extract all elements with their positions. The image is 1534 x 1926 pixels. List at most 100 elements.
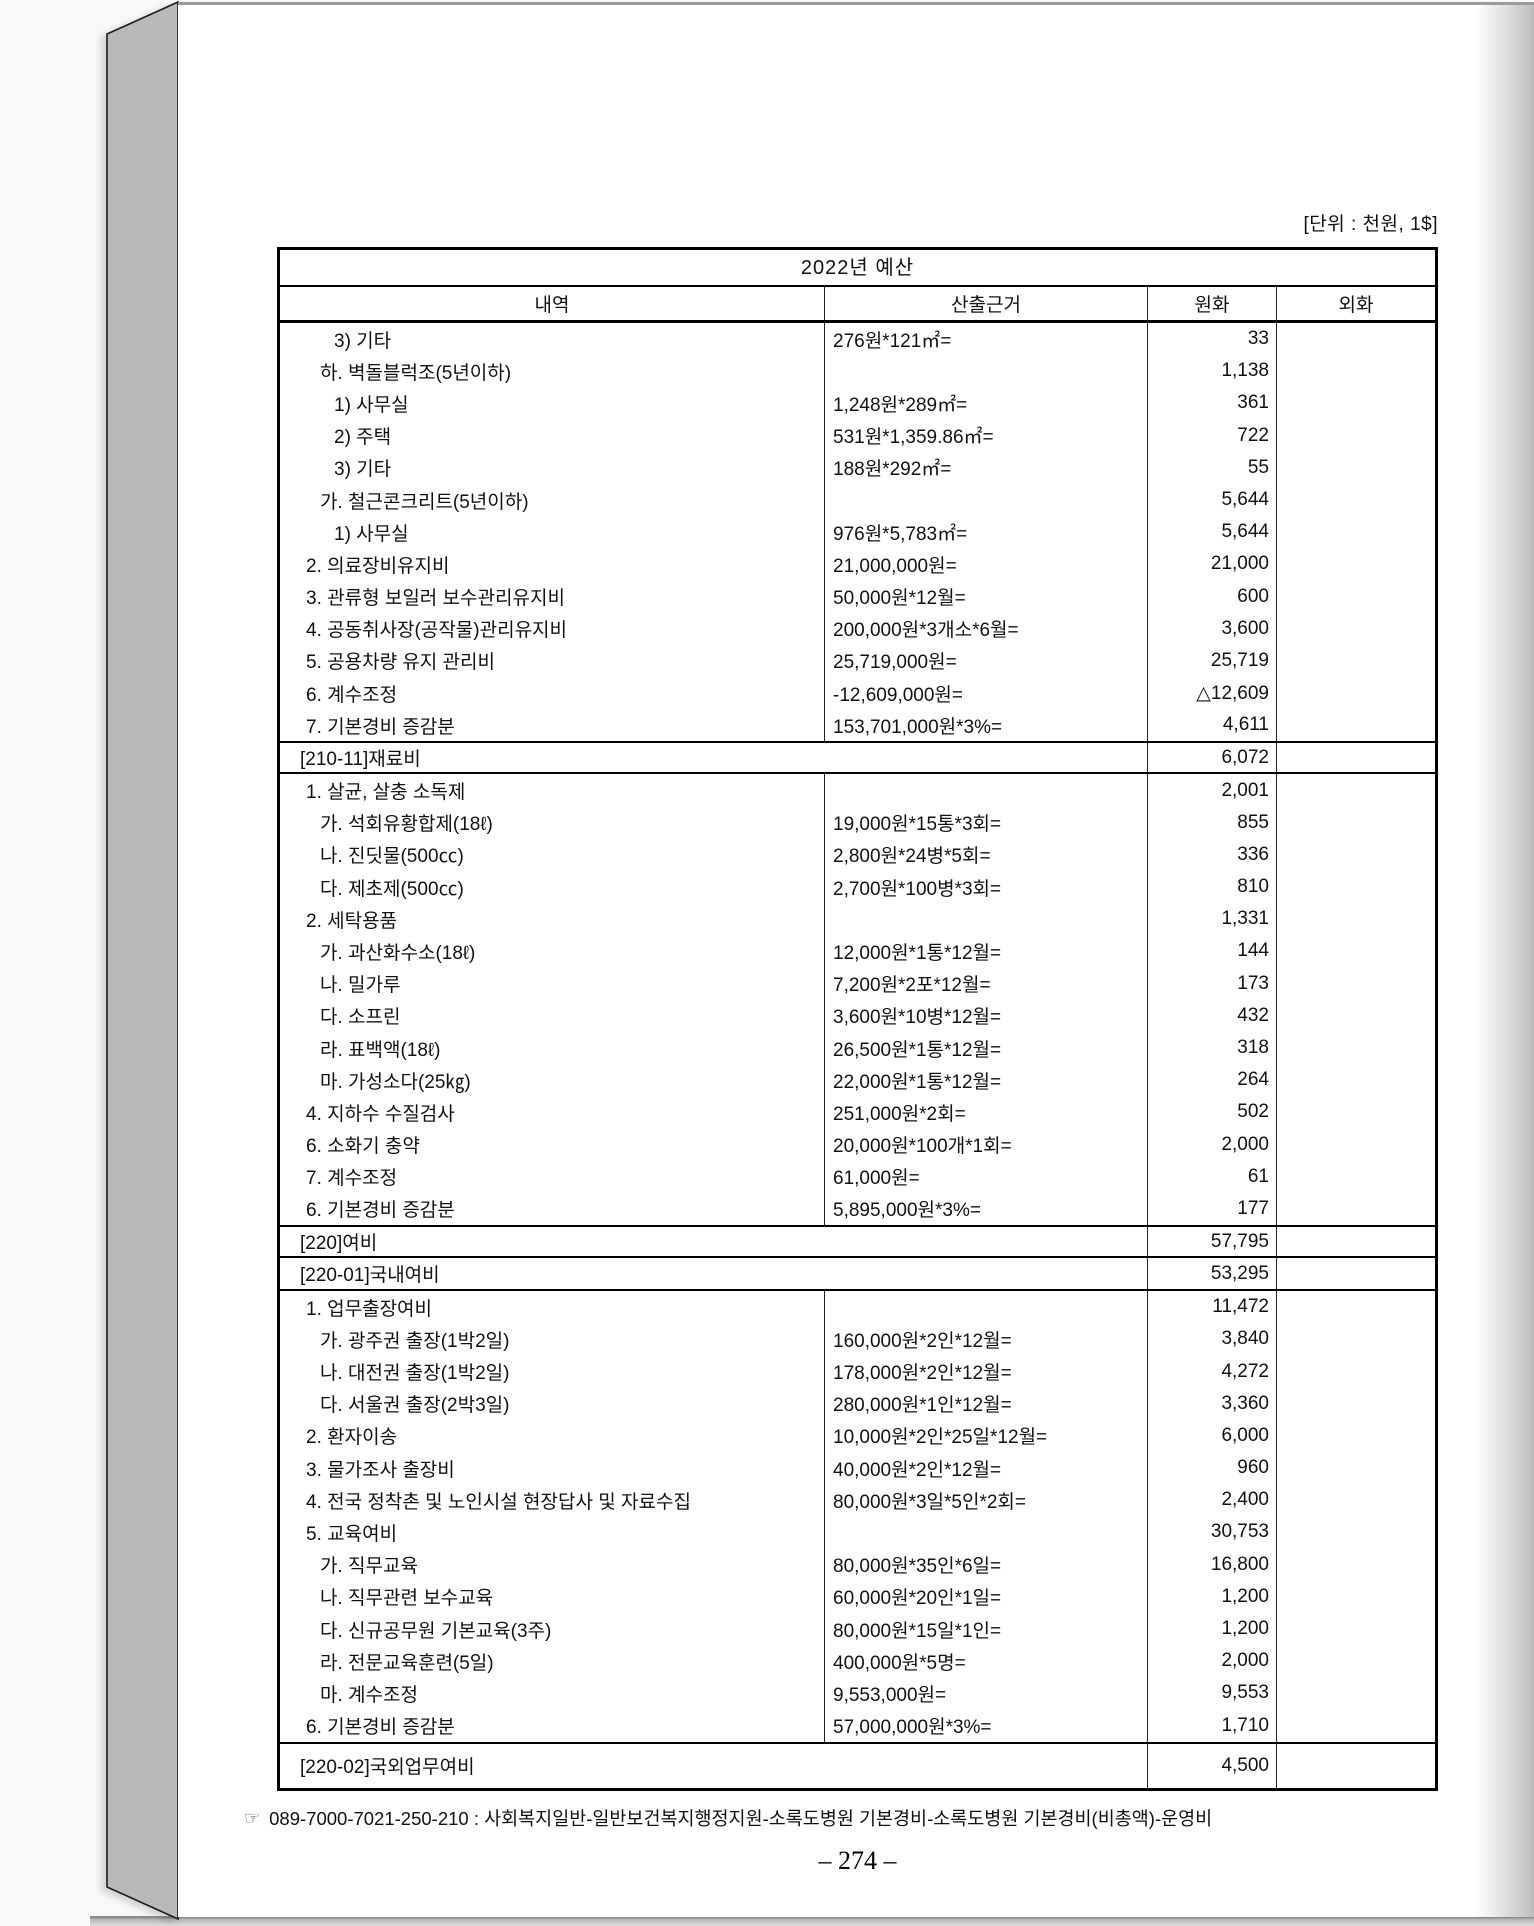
cell-category: 다. 제초제(500㏄) <box>280 871 825 904</box>
table-row: 2. 환자이송 10,000원*2인*25일*12월= 6,000 <box>280 1419 1435 1452</box>
cell-basis: 40,000원*2인*12월= <box>825 1452 1148 1485</box>
cell-fx <box>1277 1744 1435 1788</box>
cell-fx <box>1277 1227 1435 1256</box>
cell-basis: 26,500원*1통*12월= <box>825 1031 1148 1065</box>
table-row: 1) 사무실 976원*5,783㎡= 5,644 <box>280 516 1435 549</box>
cell-krw: 33 <box>1148 323 1277 356</box>
pointing-hand-icon: ☞ <box>244 1807 261 1828</box>
table-row: 라. 표백액(18ℓ) 26,500원*1통*12월= 318 <box>280 1031 1435 1065</box>
cell-fx <box>1277 1710 1435 1742</box>
cell-krw: 361 <box>1148 387 1277 420</box>
cell-fx <box>1277 1388 1435 1420</box>
cell-basis <box>825 1291 1148 1324</box>
page-bottom-shadow <box>90 1916 1534 1926</box>
header-basis: 산출근거 <box>825 287 1148 320</box>
table-row: 나. 밀가루 7,200원*2포*12월= 173 <box>280 967 1435 1000</box>
cell-category: 3. 물가조사 출장비 <box>280 1452 825 1485</box>
cell-basis: 3,600원*10병*12월= <box>825 999 1148 1032</box>
table-row: 2. 세탁용품 1,331 <box>280 903 1435 936</box>
cell-fx <box>1277 484 1435 516</box>
cell-fx <box>1277 1613 1435 1645</box>
cell-basis: 57,000,000원*3%= <box>825 1709 1148 1742</box>
table-row: 6. 소화기 충약 20,000원*100개*1회= 2,000 <box>280 1128 1435 1161</box>
cell-fx <box>1277 935 1435 967</box>
cell-category: 라. 표백액(18ℓ) <box>280 1031 825 1065</box>
cell-category: 5. 공용차량 유지 관리비 <box>280 644 825 678</box>
cell-krw: 3,840 <box>1148 1323 1277 1356</box>
cell-basis <box>825 903 1148 936</box>
cell-fx <box>1277 709 1435 741</box>
cell-category: 가. 과산화수소(18ℓ) <box>280 935 825 968</box>
table-row: [220]여비 57,795 <box>280 1225 1435 1259</box>
cell-category: 마. 가성소다(25㎏) <box>280 1064 825 1097</box>
cell-category: 마. 계수조정 <box>280 1677 825 1710</box>
table-row: 6. 계수조정 -12,609,000원= △12,609 <box>280 677 1435 710</box>
cell-krw: 960 <box>1148 1452 1277 1485</box>
cell-fx <box>1277 516 1435 548</box>
table-row: 5. 공용차량 유지 관리비 25,719,000원= 25,719 <box>280 644 1435 678</box>
cell-basis: 280,000원*1인*12월= <box>825 1387 1148 1420</box>
table-row: 나. 진딧물(500㏄) 2,800원*24병*5회= 336 <box>280 838 1435 871</box>
table-row: 3. 물가조사 출장비 40,000원*2인*12월= 960 <box>280 1452 1435 1485</box>
cell-basis: 976원*5,783㎡= <box>825 516 1148 549</box>
cell-krw: 30,753 <box>1148 1516 1277 1549</box>
cell-category: 6. 기본경비 증감분 <box>280 1192 825 1226</box>
table-row: [220-02]국외업무여비 4,500 <box>280 1741 1435 1788</box>
cell-category: 1) 사무실 <box>280 516 825 549</box>
cell-krw: 21,000 <box>1148 548 1277 581</box>
cell-basis: 80,000원*3일*5인*2회= <box>825 1484 1148 1517</box>
table-row: 3) 기타 276원*121㎡= 33 <box>280 323 1435 356</box>
cell-krw: 25,719 <box>1148 644 1277 678</box>
table-row: 가. 과산화수소(18ℓ) 12,000원*1통*12월= 144 <box>280 935 1435 968</box>
table-row: 마. 계수조정 9,553,000원= 9,553 <box>280 1677 1435 1710</box>
header-fx: 외화 <box>1338 295 1374 316</box>
table-row: 가. 석회유황합제(18ℓ) 19,000원*15통*3회= 855 <box>280 806 1435 839</box>
cell-krw: 5,644 <box>1148 483 1277 517</box>
unit-label: [단위 : 천원, 1$] <box>1303 214 1438 235</box>
table-row: 7. 기본경비 증감분 153,701,000원*3%= 4,611 <box>280 709 1435 742</box>
cell-fx <box>1277 613 1435 645</box>
cell-krw: 2,000 <box>1148 1645 1277 1678</box>
cell-fx <box>1277 743 1435 772</box>
table-row: 3. 관류형 보일러 보수관리유지비 50,000원*12월= 600 <box>280 580 1435 613</box>
cell-krw: 810 <box>1148 871 1277 904</box>
cell-fx <box>1277 774 1435 806</box>
table-row: 2) 주택 531원*1,359.86㎡= 722 <box>280 419 1435 452</box>
cell-krw: 264 <box>1148 1064 1277 1097</box>
cell-fx <box>1277 1258 1435 1289</box>
table-row: 가. 직무교육 80,000원*35인*6일= 16,800 <box>280 1548 1435 1581</box>
cell-basis: 21,000,000원= <box>825 548 1148 581</box>
cell-fx <box>1277 1677 1435 1709</box>
cell-krw: 2,400 <box>1148 1484 1277 1517</box>
cell-category: 6. 계수조정 <box>280 677 825 710</box>
cell-krw: 57,795 <box>1148 1227 1277 1257</box>
table-row: 5. 교육여비 30,753 <box>280 1516 1435 1549</box>
cell-basis: 188원*292㎡= <box>825 451 1148 484</box>
cell-category: 7. 기본경비 증감분 <box>280 709 825 742</box>
header-krw: 원화 <box>1148 287 1277 320</box>
cell-basis: 2,800원*24병*5회= <box>825 838 1148 871</box>
cell-category: 2. 환자이송 <box>280 1419 825 1452</box>
cell-basis: 25,719,000원= <box>825 644 1148 678</box>
table-header-row: 내역 산출근거 원화 외화 <box>280 287 1435 323</box>
cell-category: 1. 살균, 살충 소독제 <box>280 774 825 807</box>
cell-basis: 20,000원*100개*1회= <box>825 1128 1148 1161</box>
cell-basis: 400,000원*5명= <box>825 1645 1148 1678</box>
cell-section-label: [220-01]국내여비 <box>280 1258 1148 1290</box>
cell-category: 나. 대전권 출장(1박2일) <box>280 1355 825 1388</box>
cell-category: 1) 사무실 <box>280 387 825 420</box>
cell-fx <box>1277 807 1435 839</box>
cell-fx <box>1277 1096 1435 1128</box>
cell-krw: 177 <box>1148 1192 1277 1226</box>
cell-fx <box>1277 1193 1435 1225</box>
cell-krw: 5,644 <box>1148 516 1277 549</box>
cell-basis <box>825 774 1148 807</box>
cell-category: 2) 주택 <box>280 419 825 452</box>
table-row: 3) 기타 188원*292㎡= 55 <box>280 451 1435 484</box>
cell-krw: △12,609 <box>1148 677 1277 710</box>
table-row: 4. 지하수 수질검사 251,000원*2회= 502 <box>280 1096 1435 1129</box>
cell-krw: 6,000 <box>1148 1419 1277 1452</box>
cell-basis: 60,000원*20인*1일= <box>825 1580 1148 1613</box>
cell-fx <box>1277 323 1435 355</box>
cell-basis: 178,000원*2인*12월= <box>825 1355 1148 1388</box>
